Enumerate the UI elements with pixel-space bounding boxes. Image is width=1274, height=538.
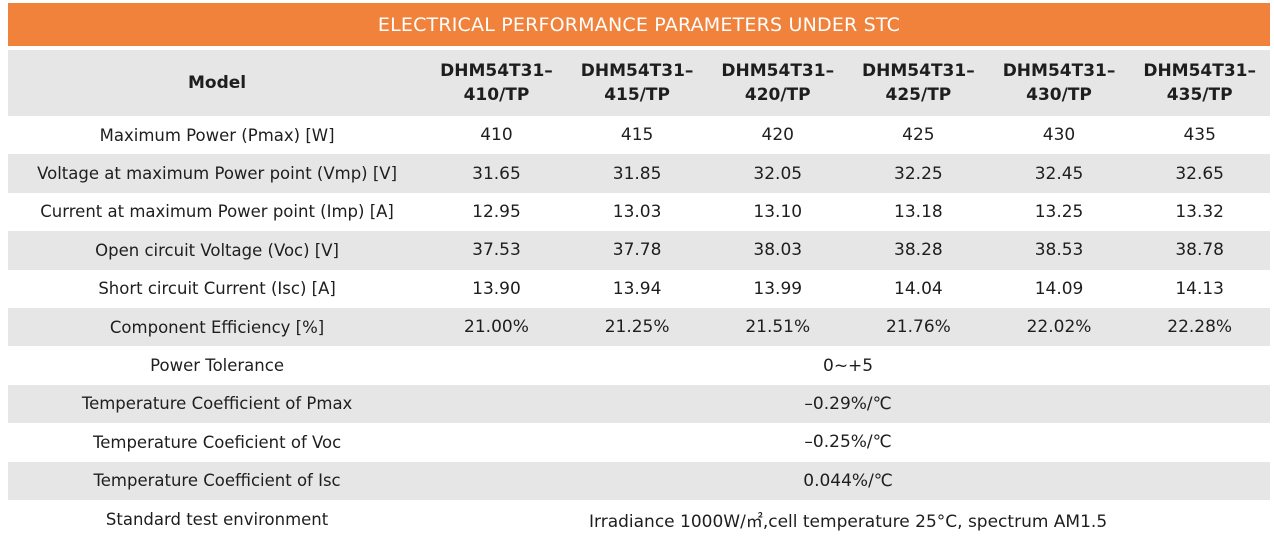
merged-cell-value: –0.29%/℃ <box>804 393 892 414</box>
row-label: Open circuit Voltage (Voc) [V] <box>95 240 339 260</box>
model-header: Model <box>188 73 247 93</box>
cell-value: 38.03 <box>753 240 803 261</box>
electrical-parameters-table: Model DHM54T31– 410/TP DHM54T31– 415/TP DH… <box>8 50 1270 538</box>
model-name-part2: 425/TP <box>885 85 952 105</box>
model-name-part1: DHM54T31– <box>440 61 553 81</box>
row-label: Standard test environment <box>105 509 329 529</box>
cell-value: 13.03 <box>612 201 662 222</box>
cell-value: 13.18 <box>894 201 943 222</box>
cell-value: 14.09 <box>1034 278 1084 299</box>
cell-value: 21.51% <box>745 317 811 338</box>
model-column-header: DHM54T31– 410/TP <box>426 50 567 116</box>
cell-value: 37.78 <box>612 240 662 261</box>
merged-cell-value: –0.25%/℃ <box>804 432 892 453</box>
cell-value: 430 <box>1042 125 1076 146</box>
cell-value: 22.02% <box>1026 317 1092 338</box>
cell-value: 31.85 <box>612 163 662 184</box>
model-name-part1: DHM54T31– <box>721 61 835 81</box>
table-row: Temperature Coeficient of Voc –0.25%/℃ <box>8 423 1270 461</box>
cell-value: 22.28% <box>1167 317 1233 338</box>
row-label: Temperature Coefficient of Pmax <box>81 394 353 414</box>
cell-value: 14.04 <box>894 278 943 299</box>
table-title-banner: ELECTRICAL PERFORMANCE PARAMETERS UNDER … <box>8 3 1270 46</box>
table-row: Short circuit Current (Isc) [A] 13.90 13… <box>8 270 1270 308</box>
cell-value: 32.05 <box>753 163 803 184</box>
model-name-part2: 430/TP <box>1026 85 1092 105</box>
row-label: Voltage at maximum Power point (Vmp) [V] <box>37 164 398 184</box>
model-name-part2: 420/TP <box>744 85 811 105</box>
cell-value: 13.32 <box>1175 201 1224 222</box>
model-name-part2: 415/TP <box>604 85 670 105</box>
row-label: Current at maximum Power point (Imp) [A] <box>40 202 394 222</box>
table-row: Maximum Power (Pmax) [W] 410 415 420 425… <box>8 116 1270 154</box>
cell-value: 410 <box>480 125 513 146</box>
cell-value: 21.76% <box>885 317 951 338</box>
cell-value: 37.53 <box>472 240 521 261</box>
cell-value: 32.45 <box>1034 163 1084 184</box>
merged-cell-value: Irradiance 1000W/㎡,cell temperature 25°C… <box>589 511 1108 532</box>
row-label: Short circuit Current (Isc) [A] <box>98 279 336 299</box>
model-column-header: DHM54T31– 435/TP <box>1129 50 1270 116</box>
model-name-part2: 410/TP <box>463 85 530 105</box>
header-row: Model DHM54T31– 410/TP DHM54T31– 415/TP DH… <box>8 50 1270 116</box>
row-label: Component Efficiency [%] <box>109 317 325 337</box>
table-row: Voltage at maximum Power point (Vmp) [V]… <box>8 154 1270 193</box>
cell-value: 13.99 <box>753 278 803 299</box>
table-row: Open circuit Voltage (Voc) [V] 37.53 37.… <box>8 231 1270 270</box>
cell-value: 13.25 <box>1034 201 1084 222</box>
cell-value: 435 <box>1183 125 1216 146</box>
cell-value: 415 <box>620 125 654 146</box>
cell-value: 32.25 <box>894 163 943 184</box>
merged-cell-value: 0.044%/℃ <box>803 470 893 491</box>
cell-value: 420 <box>761 125 794 146</box>
cell-value: 38.28 <box>894 240 943 261</box>
table-row: Component Efficiency [%] 21.00% 21.25% 2… <box>8 307 1270 347</box>
model-name-part1: DHM54T31– <box>1002 61 1116 81</box>
model-column-header: DHM54T31– 415/TP <box>567 50 708 116</box>
row-label: Power Tolerance <box>150 356 284 376</box>
model-name-part1: DHM54T31– <box>1143 61 1256 81</box>
cell-value: 425 <box>902 125 935 146</box>
model-name-part1: DHM54T31– <box>862 61 975 81</box>
cell-value: 13.94 <box>612 278 662 299</box>
model-column-header: DHM54T31– 425/TP <box>848 50 989 116</box>
cell-value: 13.10 <box>753 201 803 222</box>
cell-value: 12.95 <box>472 201 521 222</box>
cell-value: 21.25% <box>604 317 670 338</box>
merged-cell-value: 0~+5 <box>823 355 874 376</box>
model-name-part2: 435/TP <box>1166 85 1233 105</box>
cell-value: 21.00% <box>464 317 529 338</box>
table-row: Power Tolerance 0~+5 <box>8 346 1270 384</box>
table-row: Temperature Coefficient of Isc 0.044%/℃ <box>8 461 1270 500</box>
cell-value: 13.90 <box>472 278 521 299</box>
model-column-header: DHM54T31– 420/TP <box>707 50 848 116</box>
table-row: Standard test environment Irradiance 100… <box>8 500 1270 538</box>
table-row: Temperature Coefficient of Pmax –0.29%/℃ <box>8 384 1270 424</box>
row-label: Maximum Power (Pmax) [W] <box>99 125 335 145</box>
cell-value: 14.13 <box>1175 278 1224 299</box>
cell-value: 32.65 <box>1175 163 1224 184</box>
row-label: Temperature Coeficient of Voc <box>92 432 342 452</box>
model-name-part1: DHM54T31– <box>580 61 694 81</box>
model-column-header: DHM54T31– 430/TP <box>989 50 1130 116</box>
row-label: Temperature Coefficient of Isc <box>93 471 341 491</box>
table-row: Current at maximum Power point (Imp) [A]… <box>8 193 1270 231</box>
cell-value: 38.53 <box>1034 240 1084 261</box>
cell-value: 31.65 <box>472 163 521 184</box>
cell-value: 38.78 <box>1175 240 1224 261</box>
